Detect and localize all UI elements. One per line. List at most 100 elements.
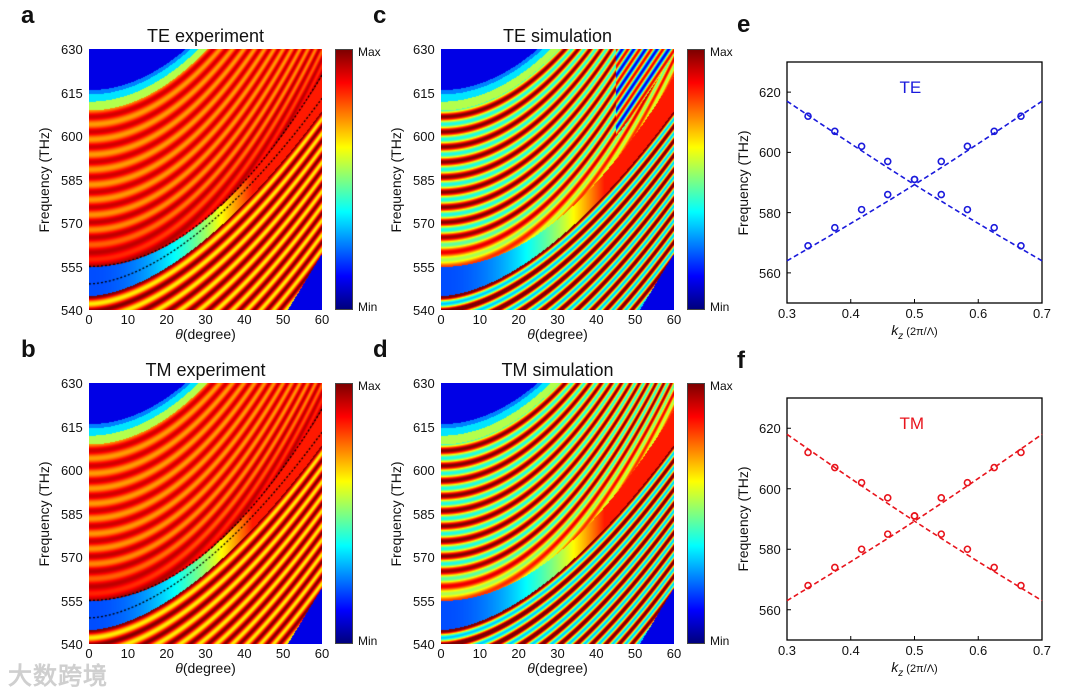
theta-symbol: θ xyxy=(175,660,183,676)
y-tick-label: 615 xyxy=(413,419,435,435)
y-tick-label: 615 xyxy=(61,419,83,435)
x-tick-label: 30 xyxy=(550,646,565,661)
data-point xyxy=(831,563,839,572)
data-point xyxy=(857,545,866,554)
data-point xyxy=(937,530,946,538)
x-axis-unit: (2π/Λ) xyxy=(906,663,938,675)
data-point xyxy=(1017,448,1025,457)
colorbar xyxy=(687,383,705,644)
panel-letter: f xyxy=(737,347,745,374)
data-point xyxy=(990,127,998,136)
heatmap-image xyxy=(89,49,322,310)
colorbar-min-label: Min xyxy=(358,634,378,648)
x-tick-label: 0.6 xyxy=(969,306,988,321)
data-point xyxy=(963,205,972,214)
data-point xyxy=(1017,112,1025,121)
data-point xyxy=(883,190,892,199)
colorbar-min-label: Min xyxy=(710,634,730,648)
y-tick-label: 570 xyxy=(413,216,435,231)
fit-line xyxy=(786,433,1043,602)
colorbar-min-label: Min xyxy=(710,300,730,314)
panel-letter: b xyxy=(21,336,36,363)
y-tick-label: 620 xyxy=(759,85,781,101)
y-tick-label: 615 xyxy=(61,85,83,101)
theta-symbol: θ xyxy=(527,326,535,342)
colorbar xyxy=(335,383,353,644)
y-tick-label: 585 xyxy=(61,172,83,188)
x-tick-label: 0.5 xyxy=(905,643,924,658)
data-point xyxy=(963,478,972,487)
colorbar-max-label: Max xyxy=(710,379,733,393)
y-tick-label: 600 xyxy=(413,129,435,144)
data-point xyxy=(883,494,892,502)
x-tick-label: 10 xyxy=(472,646,488,661)
x-tick-label: 20 xyxy=(511,312,526,327)
x-axis-label: θ(degree) xyxy=(146,660,266,677)
panel-title: TE experiment xyxy=(146,26,265,46)
data-point xyxy=(1017,241,1025,250)
data-point xyxy=(963,545,972,554)
x-tick-label: 30 xyxy=(550,312,565,327)
y-tick-label: 600 xyxy=(413,463,435,478)
x-axis-label: θ(degree) xyxy=(498,326,618,343)
y-tick-label: 585 xyxy=(413,506,435,522)
y-tick-label: 585 xyxy=(413,172,435,188)
data-point xyxy=(804,112,812,121)
fit-line xyxy=(786,100,1043,262)
panel-letter: a xyxy=(21,2,35,29)
k-subscript: z xyxy=(898,667,904,679)
heatmap-image xyxy=(89,383,322,644)
x-axis-unit: (2π/Λ) xyxy=(906,326,938,338)
data-point xyxy=(963,142,972,151)
panel-letter: e xyxy=(737,11,751,38)
watermark: 大数跨境 xyxy=(8,663,108,690)
data-point xyxy=(804,448,812,457)
y-tick-label: 570 xyxy=(413,550,435,565)
data-point xyxy=(990,463,998,472)
data-point xyxy=(910,175,919,184)
mode-label: TM xyxy=(899,414,925,433)
y-tick-label: 630 xyxy=(413,376,435,391)
panel-letter: d xyxy=(373,336,388,363)
y-tick-label: 540 xyxy=(413,637,435,652)
k-symbol: k xyxy=(891,659,899,675)
x-tick-label: 0.5 xyxy=(905,306,924,321)
x-tick-label: 60 xyxy=(314,312,330,327)
data-point xyxy=(857,478,866,487)
x-axis-unit: (degree) xyxy=(534,660,588,676)
y-tick-label: 630 xyxy=(61,376,83,391)
y-tick-label: 615 xyxy=(413,85,435,101)
x-tick-label: 60 xyxy=(666,312,682,327)
data-point xyxy=(990,223,998,232)
data-point xyxy=(831,127,839,136)
data-point xyxy=(937,190,946,199)
y-tick-label: 585 xyxy=(61,506,83,522)
x-tick-label: 50 xyxy=(275,312,291,327)
x-tick-label: 20 xyxy=(159,312,174,327)
data-point xyxy=(1017,581,1025,590)
y-tick-label: 580 xyxy=(759,542,781,558)
colorbar-max-label: Max xyxy=(710,45,733,59)
x-tick-label: 0.7 xyxy=(1032,306,1052,321)
x-axis-unit: (degree) xyxy=(182,660,236,676)
y-tick-label: 570 xyxy=(61,550,83,565)
x-tick-label: 0.3 xyxy=(777,306,797,321)
x-tick-label: 50 xyxy=(627,646,643,661)
y-tick-label: 600 xyxy=(759,145,781,161)
y-tick-label: 555 xyxy=(413,259,435,275)
x-axis-label: kz (2π/Λ) xyxy=(855,322,975,345)
colorbar-min-label: Min xyxy=(358,300,378,314)
x-tick-label: 40 xyxy=(589,312,604,327)
y-tick-label: 600 xyxy=(61,129,83,144)
panel-title: TM experiment xyxy=(145,360,266,380)
theta-symbol: θ xyxy=(175,326,183,342)
data-point xyxy=(804,241,812,250)
x-tick-label: 0.7 xyxy=(1032,643,1052,658)
mode-label: TE xyxy=(899,78,922,97)
y-tick-label: 600 xyxy=(759,481,781,497)
x-axis-label: θ(degree) xyxy=(498,660,618,677)
y-tick-label: 560 xyxy=(759,265,781,281)
x-tick-label: 20 xyxy=(511,646,526,661)
x-axis-label: kz (2π/Λ) xyxy=(855,659,975,682)
